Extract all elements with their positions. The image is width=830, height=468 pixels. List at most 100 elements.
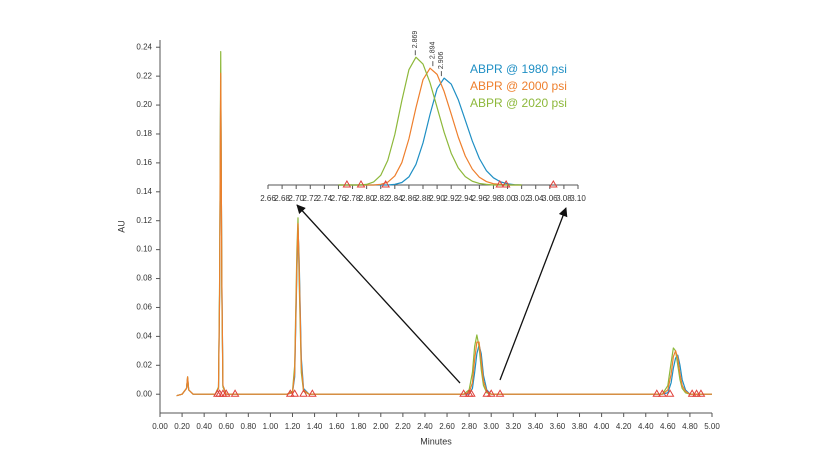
peak-marker <box>221 389 231 397</box>
peak-marker <box>495 180 505 188</box>
series-line <box>338 56 522 186</box>
peak-marker <box>696 389 706 397</box>
y-tick-label: 0.14 <box>136 187 152 196</box>
peak-marker <box>459 389 468 397</box>
series-line <box>176 75 712 397</box>
x-tick-label: 2.40 <box>417 422 433 431</box>
x-tick-label: 3.00 <box>500 194 516 203</box>
x-tick-label: 1.40 <box>307 422 323 431</box>
x-tick-label: 3.40 <box>528 422 544 431</box>
legend-label: ABPR @ 2020 psi <box>470 96 567 110</box>
x-tick-label: 2.94 <box>457 194 473 203</box>
x-tick-label: 2.96 <box>472 194 488 203</box>
x-tick-label: 2.84 <box>387 194 403 203</box>
x-tick-label: 3.04 <box>528 194 544 203</box>
x-tick-label: 4.20 <box>616 422 632 431</box>
y-tick-label: 0.02 <box>136 360 152 369</box>
x-tick-label: 4.00 <box>594 422 610 431</box>
peak-marker <box>299 389 308 397</box>
x-tick-label: 2.80 <box>359 194 375 203</box>
arrow <box>296 204 461 384</box>
x-tick-label: 5.00 <box>704 422 720 431</box>
legend-label: ABPR @ 2000 psi <box>470 79 567 93</box>
x-tick-label: 2.20 <box>395 422 411 431</box>
peak-marker <box>285 389 295 397</box>
x-tick-label: 2.92 <box>443 194 459 203</box>
series-line <box>338 67 522 186</box>
peak-marker <box>290 389 300 397</box>
y-tick-label: 0.00 <box>136 389 152 398</box>
arrow <box>499 207 568 381</box>
x-tick-label: 0.00 <box>152 422 168 431</box>
x-tick-label: 4.80 <box>682 422 698 431</box>
x-tick-label: 2.82 <box>373 194 389 203</box>
x-tick-label: 2.90 <box>429 194 445 203</box>
peak-marker <box>548 180 558 188</box>
y-tick-label: 0.16 <box>136 158 152 167</box>
x-tick-label: 2.72 <box>302 194 318 203</box>
x-tick-label: 2.88 <box>415 194 431 203</box>
peak-marker <box>486 389 496 397</box>
y-tick-label: 0.10 <box>136 245 152 254</box>
x-tick-label: 0.60 <box>218 422 234 431</box>
x-tick-label: 2.76 <box>331 194 347 203</box>
x-tick-label: 4.60 <box>660 422 676 431</box>
peak-marker <box>501 180 511 188</box>
peak-marker <box>466 389 476 397</box>
x-tick-label: 3.10 <box>570 194 586 203</box>
peak-marker <box>356 180 366 188</box>
peak-marker <box>342 180 352 188</box>
x-tick-label: 1.60 <box>329 422 345 431</box>
x-tick-label: 3.60 <box>550 422 566 431</box>
x-tick-label: 2.60 <box>439 422 455 431</box>
x-tick-label: 3.20 <box>505 422 521 431</box>
peak-marker <box>692 389 701 397</box>
x-tick-label: 2.86 <box>401 194 417 203</box>
x-tick-label: 0.20 <box>174 422 190 431</box>
x-tick-label: 2.68 <box>274 194 290 203</box>
series-line <box>338 77 522 186</box>
y-tick-label: 0.18 <box>136 129 152 138</box>
peak-marker <box>657 389 667 397</box>
peak-marker <box>230 389 240 397</box>
peak-marker <box>307 389 317 397</box>
annotation: 2.906 <box>438 51 445 69</box>
annotation: 2.869 <box>412 31 419 49</box>
x-tick-label: 3.00 <box>483 422 499 431</box>
peak-marker <box>482 389 492 397</box>
x-tick-label: 1.00 <box>263 422 279 431</box>
y-tick-label: 0.20 <box>136 100 152 109</box>
x-tick-label: 2.74 <box>317 194 333 203</box>
x-tick-label: 1.80 <box>351 422 367 431</box>
peak-marker <box>665 389 675 397</box>
peak-marker <box>687 389 697 397</box>
x-tick-label: 3.02 <box>514 194 530 203</box>
y-tick-label: 0.04 <box>136 331 152 340</box>
series-line <box>176 50 712 397</box>
x-tick-label: 3.08 <box>556 194 572 203</box>
y-tick-label: 0.08 <box>136 274 152 283</box>
x-tick-label: 2.00 <box>373 422 389 431</box>
y-axis-title: AU <box>116 220 126 233</box>
peak-marker <box>495 389 505 397</box>
x-tick-label: 2.80 <box>461 422 477 431</box>
legend-label: ABPR @ 1980 psi <box>470 62 567 76</box>
series-line <box>176 72 712 397</box>
y-tick-label: 0.22 <box>136 71 152 80</box>
y-tick-label: 0.24 <box>136 42 152 51</box>
x-tick-label: 3.80 <box>572 422 588 431</box>
x-tick-label: 2.66 <box>260 194 276 203</box>
peak-marker <box>381 180 391 188</box>
x-tick-label: 2.70 <box>288 194 304 203</box>
peak-marker <box>652 389 662 397</box>
x-tick-label: 4.40 <box>638 422 654 431</box>
x-tick-label: 2.98 <box>486 194 502 203</box>
x-tick-label: 0.40 <box>196 422 212 431</box>
y-tick-label: 0.06 <box>136 303 152 312</box>
annotation: 2.894 <box>430 42 437 60</box>
x-tick-label: 1.20 <box>285 422 301 431</box>
x-tick-label: 3.06 <box>542 194 558 203</box>
y-tick-label: 0.12 <box>136 216 152 225</box>
